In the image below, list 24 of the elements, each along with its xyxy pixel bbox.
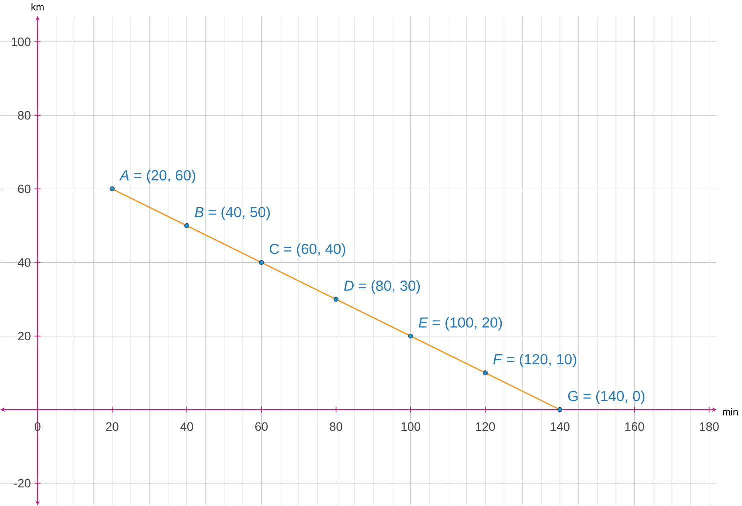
annotation: D = (80, 30): [344, 280, 420, 294]
x-tick-label: 120: [476, 422, 496, 432]
y-axis-title: km: [32, 3, 44, 11]
y-tick-label: 80: [18, 111, 31, 120]
annotation: A = (20, 60): [119, 170, 196, 184]
annotation: F = (120, 10): [494, 354, 576, 368]
annotation: C = (60, 40): [270, 244, 346, 258]
x-tick-label: 160: [626, 422, 644, 432]
x-axis-title: min: [723, 408, 738, 416]
y-tick-label: 20: [18, 332, 31, 341]
x-tick-label: 40: [180, 422, 194, 432]
x-tick-label: 80: [330, 422, 343, 432]
y-tick-label: 40: [18, 258, 31, 267]
annotation: G = (140, 0): [568, 390, 645, 404]
x-tick-label: 180: [700, 422, 719, 432]
x-tick-label: 100: [402, 422, 421, 432]
annotation: E = (100, 20): [418, 317, 502, 331]
x-tick-label: 60: [256, 422, 268, 432]
y-tick-label: 60: [18, 184, 31, 194]
y-tick-label: -20: [14, 479, 31, 488]
y-tick-label: 100: [12, 38, 31, 46]
x-tick-label: 140: [550, 422, 570, 432]
x-tick-label: 20: [106, 422, 119, 432]
annotation: B = (40, 50): [195, 206, 270, 220]
